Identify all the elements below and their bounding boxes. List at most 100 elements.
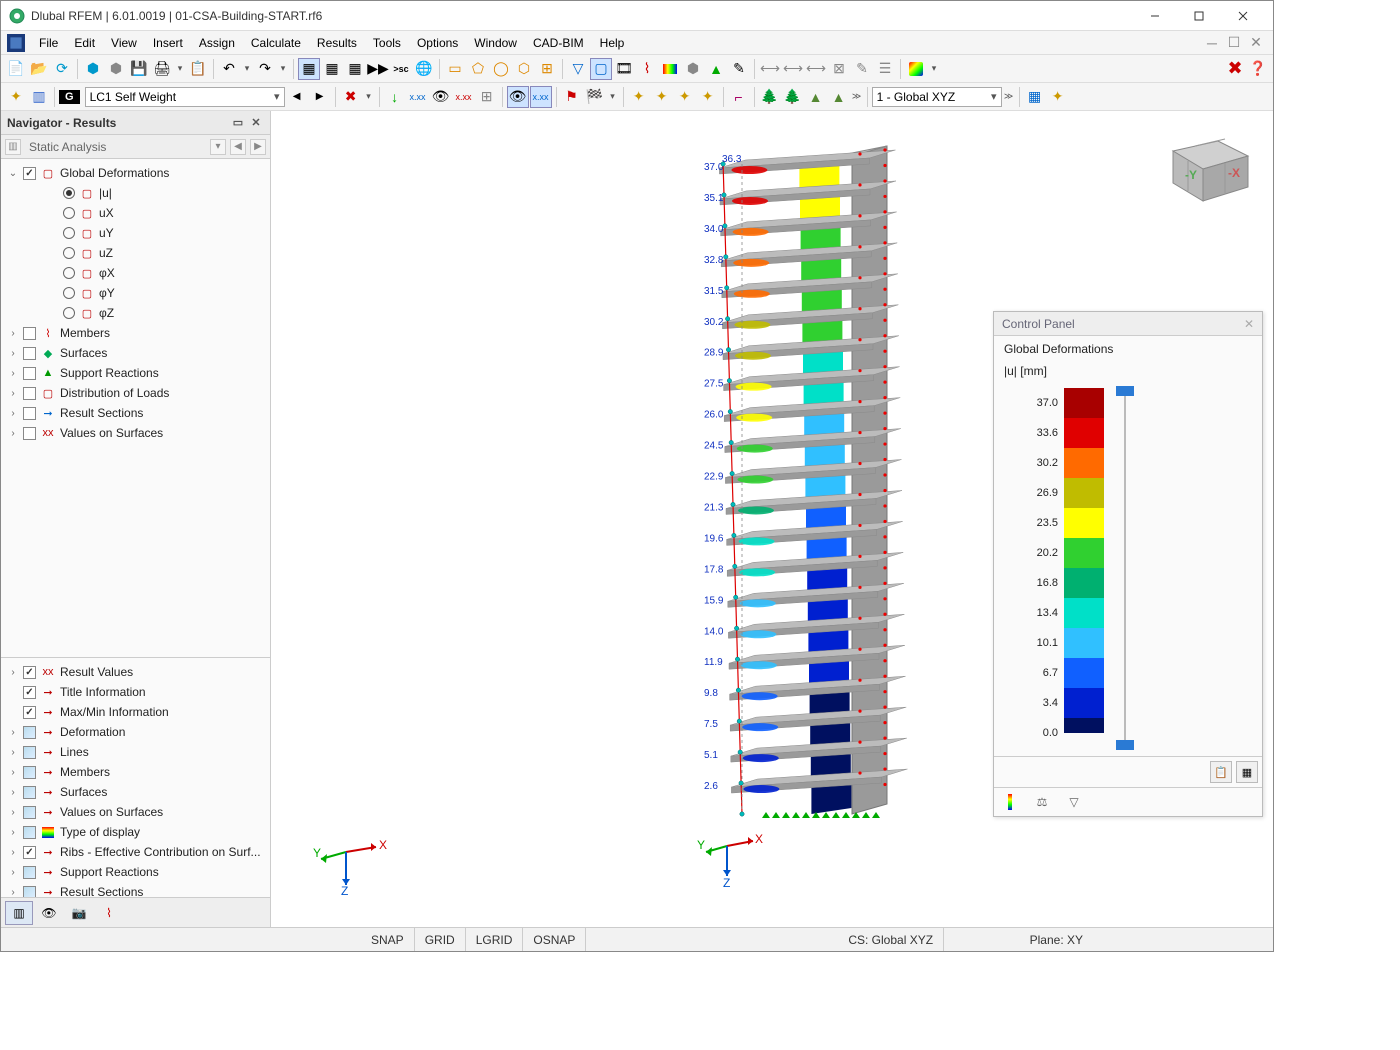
table2-icon[interactable]: ▦ — [321, 58, 343, 80]
script-icon[interactable]: >sc — [390, 58, 412, 80]
tree-item[interactable]: ›◆Surfaces — [3, 343, 268, 363]
cancel-icon[interactable]: ✖ — [1224, 58, 1246, 80]
nav-close-icon[interactable]: ✕ — [248, 115, 264, 131]
app-menu-icon[interactable] — [7, 34, 25, 52]
tree-item[interactable]: ➞Max/Min Information — [3, 702, 268, 722]
checkbox-icon[interactable] — [23, 706, 36, 719]
link2-icon[interactable]: ⟷ — [782, 58, 804, 80]
checkbox-icon[interactable] — [23, 846, 36, 859]
radio-icon[interactable] — [63, 247, 75, 259]
mdi-close-icon[interactable]: ✕ — [1245, 32, 1267, 54]
menu-help[interactable]: Help — [592, 34, 633, 52]
control-panel-close-icon[interactable]: ✕ — [1244, 317, 1254, 331]
menu-tools[interactable]: Tools — [365, 34, 409, 52]
radio-icon[interactable] — [63, 307, 75, 319]
tree-item[interactable]: ›Type of display — [3, 822, 268, 842]
nav-tab-eye-icon[interactable]: 👁 — [35, 901, 63, 925]
lc-new-icon[interactable]: ✦ — [5, 86, 27, 108]
radio-icon[interactable] — [63, 227, 75, 239]
menu-window[interactable]: Window — [466, 34, 525, 52]
more-dd[interactable]: ≫ — [851, 91, 863, 102]
show-vals-icon[interactable]: x.xx — [407, 86, 429, 108]
expander-icon[interactable]: › — [7, 787, 19, 798]
tree-item[interactable]: ›➞Lines — [3, 742, 268, 762]
print-icon[interactable]: 🖨 — [151, 58, 173, 80]
viewport-3d[interactable]: -Y -X 37.035.134.032.831.530.228.927.526… — [271, 111, 1273, 927]
tree-item[interactable]: ›➞Result Sections — [3, 882, 268, 897]
filter-icon[interactable]: ▽ — [567, 58, 589, 80]
checkbox-icon[interactable] — [23, 746, 36, 759]
tree-item[interactable]: ›▲Support Reactions — [3, 363, 268, 383]
grid-cube-icon[interactable]: ⊞ — [476, 86, 498, 108]
navigator-tree[interactable]: ⌄▢Global Deformations▢|u|▢uX▢uY▢uZ▢φX▢φY… — [1, 159, 270, 657]
tree-item[interactable]: ›➞Deformation — [3, 722, 268, 742]
tree-item[interactable]: ▢φX — [3, 263, 268, 283]
expander-icon[interactable]: › — [7, 428, 19, 439]
tree-item[interactable]: ➞Title Information — [3, 682, 268, 702]
table1-icon[interactable]: ▦ — [298, 58, 320, 80]
menu-options[interactable]: Options — [409, 34, 466, 52]
tree1-icon[interactable]: 🌲 — [759, 86, 781, 108]
link4-icon[interactable]: ⊠ — [828, 58, 850, 80]
edit-pen-icon[interactable]: ✎ — [728, 58, 750, 80]
tree-item[interactable]: ›➞Surfaces — [3, 782, 268, 802]
save-icon[interactable]: 💾 — [128, 58, 150, 80]
tree-item[interactable]: ⌄▢Global Deformations — [3, 163, 268, 183]
open-icon[interactable]: 📂 — [28, 58, 50, 80]
nav-sub-dd[interactable]: ▾ — [210, 139, 226, 155]
lc-next-icon[interactable]: ▶ — [309, 86, 331, 108]
view-frame-icon[interactable]: ▢ — [590, 58, 612, 80]
checkbox-icon[interactable] — [23, 886, 36, 898]
tree-item[interactable]: ›➞Members — [3, 762, 268, 782]
redo-icon[interactable]: ↷ — [254, 58, 276, 80]
tree-item[interactable]: ▢uY — [3, 223, 268, 243]
expander-icon[interactable]: › — [7, 847, 19, 858]
checkbox-icon[interactable] — [23, 167, 36, 180]
scale-slider[interactable] — [1116, 388, 1134, 748]
tree-item[interactable]: ▢φY — [3, 283, 268, 303]
link5-icon[interactable]: ✎ — [851, 58, 873, 80]
nav-tab-data-icon[interactable]: ▥ — [5, 901, 33, 925]
star2-icon[interactable]: ✦ — [651, 86, 673, 108]
menu-cad-bim[interactable]: CAD-BIM — [525, 34, 592, 52]
model-icon[interactable]: ⬢ — [82, 58, 104, 80]
menu-calculate[interactable]: Calculate — [243, 34, 309, 52]
tree-item[interactable]: ▢φZ — [3, 303, 268, 323]
expander-icon[interactable]: › — [7, 867, 19, 878]
sel-window-icon[interactable]: ⊞ — [536, 58, 558, 80]
web-icon[interactable]: 🌐 — [413, 58, 435, 80]
reload-icon[interactable]: ⟳ — [51, 58, 73, 80]
checkbox-icon[interactable] — [23, 726, 36, 739]
link6-icon[interactable]: ☰ — [874, 58, 896, 80]
star1-icon[interactable]: ✦ — [628, 86, 650, 108]
maximize-button[interactable] — [1177, 1, 1221, 31]
eye2-icon[interactable]: 👁 — [507, 86, 529, 108]
menu-insert[interactable]: Insert — [145, 34, 191, 52]
mdi-min-icon[interactable]: ─ — [1201, 32, 1223, 54]
print-dd[interactable]: ▾ — [174, 63, 186, 74]
expander-icon[interactable]: ⌄ — [7, 168, 19, 179]
tree-item[interactable]: ›➞Values on Surfaces — [3, 802, 268, 822]
cp-clip-icon[interactable]: 📋 — [1210, 761, 1232, 783]
nav-sub-icon[interactable]: ▥ — [5, 139, 21, 155]
checkbox-icon[interactable] — [23, 327, 36, 340]
show-loads-icon[interactable]: ↓ — [384, 86, 406, 108]
tree-item[interactable]: ›⌇Members — [3, 323, 268, 343]
sel-circ-icon[interactable]: ◯ — [490, 58, 512, 80]
expander-icon[interactable]: › — [7, 827, 19, 838]
nav-tab-cam-icon[interactable]: 📷 — [65, 901, 93, 925]
expander-icon[interactable]: › — [7, 727, 19, 738]
expander-icon[interactable]: › — [7, 348, 19, 359]
table3-icon[interactable]: ▦ — [344, 58, 366, 80]
orientation-cube[interactable]: -Y -X — [1153, 121, 1263, 211]
expander-icon[interactable]: › — [7, 408, 19, 419]
lc-copy-icon[interactable]: ▥ — [28, 86, 50, 108]
link1-icon[interactable]: ⟷ — [759, 58, 781, 80]
tree-item[interactable]: ›➞Result Sections — [3, 403, 268, 423]
checkbox-icon[interactable] — [23, 766, 36, 779]
new-icon[interactable]: 📄 — [5, 58, 27, 80]
link3-icon[interactable]: ⟷ — [805, 58, 827, 80]
status-lgrid[interactable]: LGRID — [466, 928, 524, 951]
diagram-icon[interactable]: ⌇ — [636, 58, 658, 80]
cp-tab-filter-icon[interactable]: ▽ — [1062, 792, 1086, 812]
